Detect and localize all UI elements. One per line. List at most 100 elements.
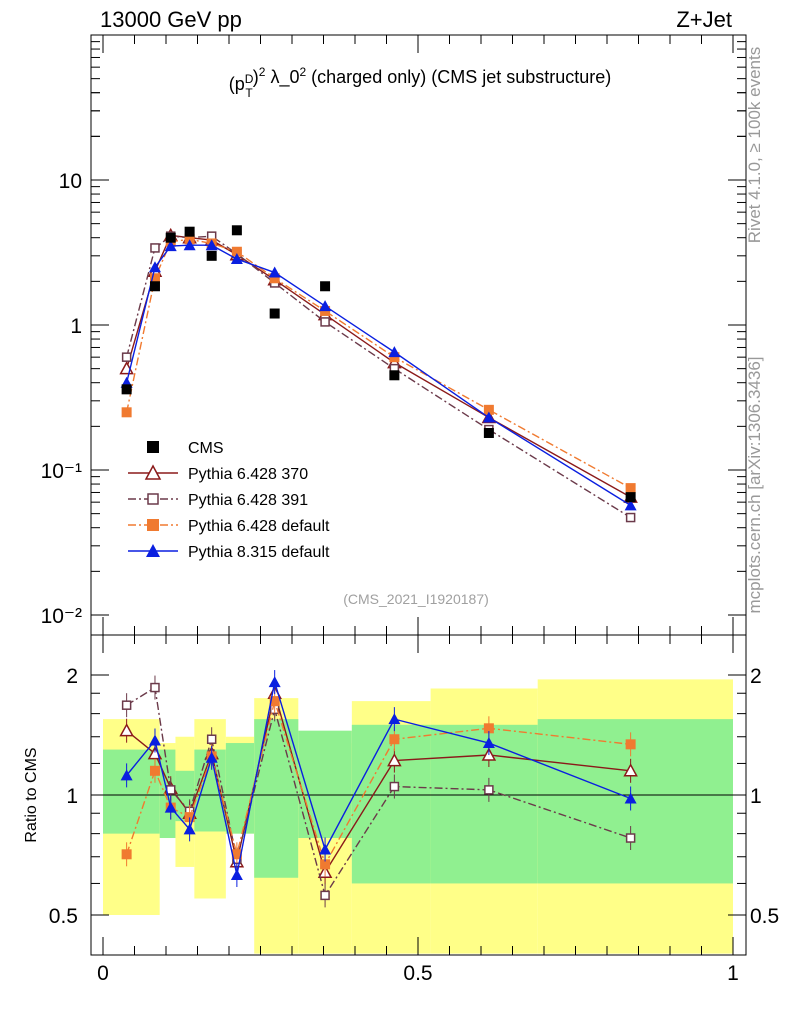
ratio-y-tick-label-left: 0.5 [49, 905, 78, 928]
ratio-point [319, 843, 332, 855]
data-point [483, 404, 494, 415]
ratio-point [320, 890, 330, 901]
data-point [164, 240, 177, 252]
data-point [624, 499, 637, 511]
uncertainty-band-inner [430, 724, 538, 884]
data-point [231, 246, 242, 257]
data-point [388, 346, 401, 358]
ratio-ylabel: Ratio to CMS [23, 747, 40, 842]
ratio-point [623, 763, 638, 777]
uncertainty-band-inner [103, 749, 160, 834]
ratio-point [205, 751, 218, 763]
legend-marker [147, 519, 159, 531]
data-point [319, 300, 332, 312]
series-cms [121, 225, 636, 503]
ratio-point [389, 781, 400, 792]
uncertainty-band-inner [254, 719, 299, 878]
y-tick-label: 1 [70, 315, 82, 338]
y-tick-label: 10⁻¹ [41, 460, 82, 483]
ratio-y-tick-label-right: 0.5 [750, 905, 779, 928]
energy-label: 13000 GeV pp [100, 7, 242, 32]
series-pythia-8-315-default [120, 239, 637, 511]
legend-label: Pythia 8.315 default [188, 544, 330, 561]
title-part: (charged only) (CMS jet substructure) [306, 67, 611, 87]
data-point [183, 239, 196, 251]
legend-marker [144, 464, 162, 480]
legend-marker [146, 544, 160, 557]
legend-label: CMS [188, 440, 224, 457]
ratio-point [387, 753, 402, 767]
legend-label: Pythia 6.428 391 [188, 492, 308, 509]
data-point [150, 243, 160, 253]
data-point [230, 253, 243, 265]
data-point [389, 352, 400, 363]
data-point [121, 384, 132, 395]
data-point [625, 483, 636, 494]
ratio-point [120, 769, 133, 781]
data-point [483, 427, 494, 438]
data-point [320, 281, 331, 292]
legend-marker [147, 441, 159, 453]
main-panel: 10 1 10⁻¹ 10⁻² (pD T)2 λ_02 (charged only) (… [41, 34, 747, 636]
legend-item-pythia-6-428-370: Pythia 6.428 370 [128, 464, 308, 483]
data-point [268, 266, 281, 278]
x-tick-label: 0.5 [403, 962, 432, 985]
ratio-point [482, 737, 495, 749]
legend-item-cms: CMS [147, 440, 224, 457]
ratio-point [624, 792, 637, 804]
ratio-point [625, 739, 636, 750]
legend-item-pythia-8-315-default: Pythia 8.315 default [128, 544, 330, 561]
mcplots-label: mcplots.cern.ch [arXiv:1306.3436] [745, 356, 764, 613]
ratio-point [625, 833, 636, 843]
y-tick-label: 10⁻² [41, 605, 82, 628]
data-point [149, 281, 160, 292]
legend-item-pythia-6-428-default: Pythia 6.428 default [128, 518, 330, 535]
ratio-y-tick-label-right: 1 [750, 785, 762, 808]
uncertainty-band-inner [351, 724, 431, 884]
ratio-point [230, 868, 243, 880]
ratio-point [231, 849, 242, 860]
data-point [389, 370, 400, 381]
rivet-label: Rivet 4.1.0, ≥ 100k events [745, 47, 764, 243]
x-tick-label: 1 [727, 962, 739, 985]
ratio-series-pythia-8-315-default [120, 670, 637, 887]
analysis-label: (CMS_2021_I1920187) [343, 591, 489, 607]
ratio-point [206, 734, 217, 744]
ratio-y-tick-label-left: 1 [66, 785, 78, 808]
data-point [121, 407, 132, 418]
process-label: Z+Jet [676, 7, 732, 32]
title-part: (p [229, 74, 245, 94]
data-point [482, 411, 495, 423]
ratio-point [119, 723, 134, 737]
ratio-point [389, 734, 400, 745]
data-point [165, 232, 176, 243]
ratio-point [121, 700, 132, 710]
ratio-panel: 2 2 1 1 0.5 0.5 0 0.5 1 Ratio to CMS [23, 634, 779, 985]
title-part: 2 [259, 65, 266, 79]
ratio-point [150, 682, 160, 693]
y-tick-label: 10 [59, 170, 82, 193]
title-part: ) [253, 67, 259, 87]
chart-title: (pD T)2 λ_02 (charged only) (CMS jet subs… [229, 65, 612, 100]
data-point [269, 273, 280, 284]
data-point [625, 492, 636, 503]
ratio-point [183, 823, 196, 835]
uncertainty-band-inner [225, 743, 255, 834]
data-point [231, 225, 242, 236]
ratio-point [121, 849, 132, 860]
ratio-y-tick-label-right: 2 [750, 665, 762, 688]
legend-item-pythia-6-428-391: Pythia 6.428 391 [128, 492, 308, 509]
data-point [320, 317, 330, 327]
data-point [148, 261, 161, 273]
ratio-y-tick-label-left: 2 [66, 665, 78, 688]
legend: CMS Pythia 6.428 370 Pythia 6.428 391 Pythi… [128, 440, 330, 561]
uncertainty-band-inner [298, 730, 352, 839]
ratio-point [148, 734, 161, 746]
ratio-point [184, 812, 195, 823]
legend-label: Pythia 6.428 370 [188, 466, 308, 483]
data-point [205, 239, 218, 251]
ratio-point [484, 785, 494, 795]
legend-label: Pythia 6.428 default [188, 518, 330, 535]
ratio-point [268, 676, 281, 688]
